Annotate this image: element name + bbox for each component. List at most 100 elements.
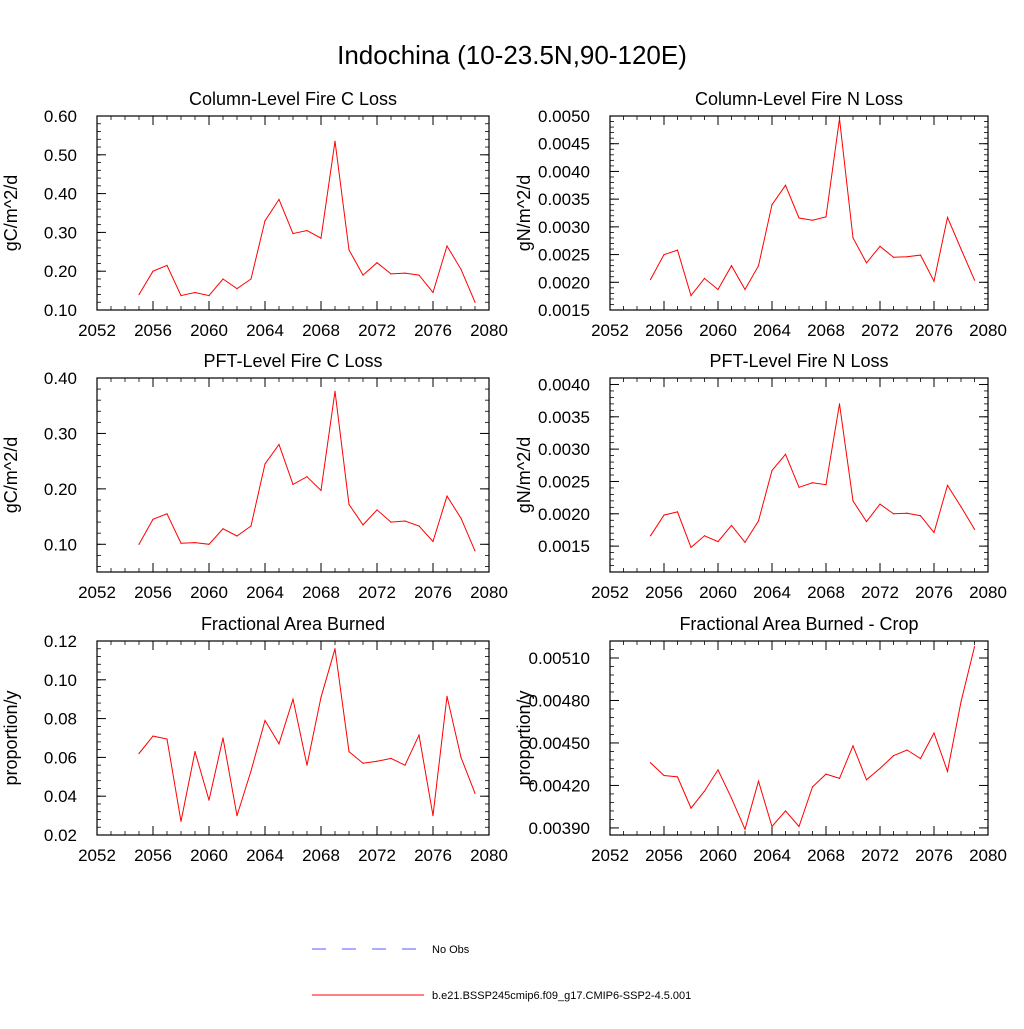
data-point [730, 265, 733, 267]
y-tick-label: 0.08 [44, 710, 77, 729]
data-point [690, 294, 692, 297]
x-tick-label: 2076 [915, 583, 953, 602]
y-tick-label: 0.0035 [538, 190, 590, 209]
data-point [798, 217, 800, 219]
y-tick-label: 0.20 [44, 480, 77, 499]
data-point [703, 790, 706, 792]
x-tick-label: 2080 [969, 321, 1007, 340]
data-point [404, 764, 406, 766]
data-point [811, 482, 814, 484]
x-tick-label: 2060 [699, 846, 737, 865]
data-point [460, 756, 462, 759]
data-point [208, 295, 210, 297]
x-tick-label: 2052 [78, 321, 116, 340]
chart-panel-3: 2052 2056 2060 2064 2068 2072 2076 2080 0.10 0.20… [1, 351, 508, 602]
series-line-1 [650, 646, 975, 831]
x-tick-label: 2060 [190, 846, 228, 865]
data-point [446, 695, 448, 697]
data-point [418, 525, 420, 527]
data-point [838, 403, 841, 405]
x-tick-label: 2076 [414, 846, 452, 865]
x-tick-label: 2076 [915, 321, 953, 340]
x-tick-label: 2080 [470, 583, 508, 602]
y-tick-label: 0.20 [44, 262, 77, 281]
x-tick-label: 2076 [414, 583, 452, 602]
data-point [649, 535, 652, 537]
data-point [703, 277, 706, 280]
y-tick-label: 0.0045 [538, 135, 590, 154]
y-tick-label: 0.0020 [538, 273, 590, 292]
data-point [717, 288, 719, 291]
data-point [744, 541, 746, 543]
data-point [825, 484, 827, 486]
data-point [138, 293, 140, 296]
data-point [180, 295, 182, 297]
x-tick-label: 2060 [699, 321, 737, 340]
data-point [376, 509, 378, 511]
y-tick-label: 0.0030 [538, 440, 590, 459]
data-point [432, 815, 434, 817]
y-tick-label: 0.0020 [538, 505, 590, 524]
y-tick-label: 0.40 [44, 369, 77, 388]
y-tick-label: 0.00450 [529, 734, 590, 753]
y-tick-label: 0.10 [44, 535, 77, 554]
data-point [166, 513, 168, 515]
x-tick-label: 2056 [134, 583, 172, 602]
y-axis-label: gN/m^2/d [514, 175, 534, 251]
data-point [152, 735, 154, 737]
data-point [166, 738, 168, 740]
y-tick-label: 0.00480 [529, 691, 590, 710]
x-tick-label: 2052 [591, 321, 629, 340]
y-tick-label: 0.00420 [529, 776, 590, 795]
data-point [446, 495, 448, 497]
data-point [138, 752, 140, 755]
x-tick-label: 2068 [302, 846, 340, 865]
x-tick-label: 2072 [861, 321, 899, 340]
legend-label-2: b.e21.BSSP245cmip6.f09_g17.CMIP6-SSP2-4.… [432, 990, 691, 1002]
chart-panel-6: 2052 2056 2060 2064 2068 2072 2076 2080 0.00390 0… [514, 614, 1007, 865]
data-point [865, 520, 868, 523]
data-point [236, 288, 238, 290]
x-tick-label: 2056 [645, 583, 683, 602]
data-point [278, 443, 280, 446]
series-line-1 [138, 391, 476, 552]
y-tick-label: 0.00390 [529, 819, 590, 838]
data-point [757, 780, 760, 782]
data-point [906, 256, 908, 258]
x-tick-label: 2060 [190, 583, 228, 602]
data-point [784, 184, 787, 186]
data-point [973, 646, 976, 648]
x-tick-label: 2068 [302, 321, 340, 340]
plot-frame [609, 115, 989, 311]
data-point [236, 815, 238, 817]
y-tick-label: 0.0050 [538, 107, 590, 126]
y-axis-label: proportion/y [1, 690, 21, 785]
x-tick-label: 2064 [246, 846, 284, 865]
x-tick-label: 2068 [807, 321, 845, 340]
x-tick-label: 2056 [134, 321, 172, 340]
panel-title: PFT-Level Fire C Loss [203, 351, 382, 371]
data-point [390, 757, 392, 759]
data-point [460, 517, 462, 519]
data-point [250, 770, 252, 772]
data-point [690, 546, 692, 549]
data-point [649, 762, 652, 764]
data-point [432, 540, 434, 543]
data-point [306, 476, 308, 478]
x-tick-label: 2052 [591, 583, 629, 602]
x-tick-label: 2072 [358, 846, 396, 865]
y-tick-label: 0.50 [44, 146, 77, 165]
data-point [852, 745, 854, 747]
x-tick-label: 2064 [753, 321, 791, 340]
data-point [264, 719, 266, 722]
data-point [194, 291, 196, 294]
data-point [390, 273, 392, 275]
x-tick-label: 2080 [470, 321, 508, 340]
data-point [852, 237, 854, 239]
data-point [404, 520, 406, 522]
data-point [730, 524, 733, 527]
data-point [676, 776, 679, 778]
data-point [152, 518, 154, 520]
panel-title: Fractional Area Burned - Crop [679, 614, 918, 634]
